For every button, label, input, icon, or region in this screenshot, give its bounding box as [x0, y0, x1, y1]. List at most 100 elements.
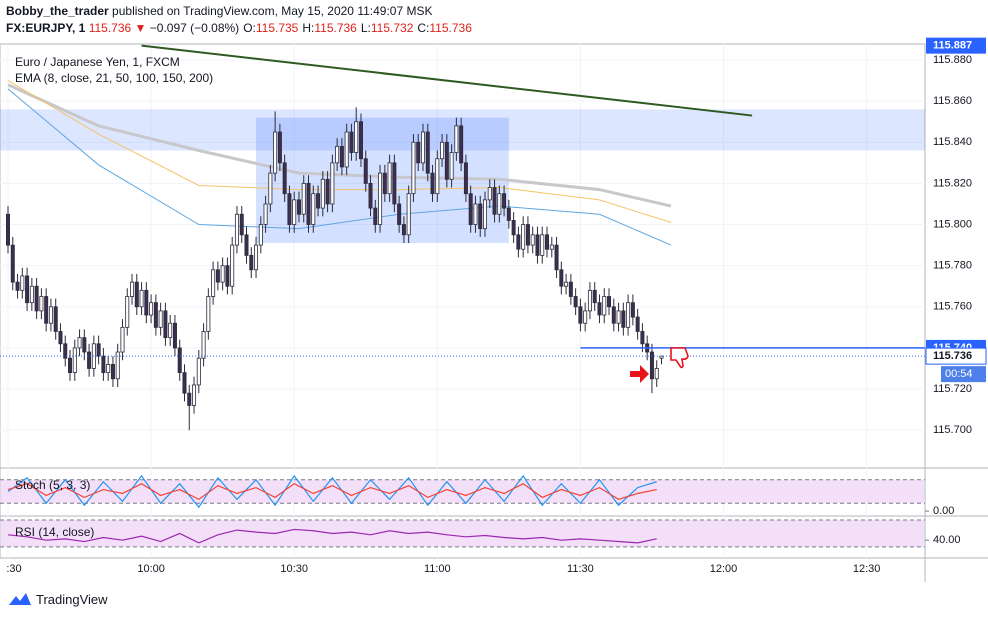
candle-body [349, 131, 354, 153]
candle-body [425, 131, 430, 174]
candle-body [177, 347, 182, 373]
y-tick-label: 115.820 [933, 177, 972, 189]
candle-body [659, 355, 664, 359]
candle-body [325, 178, 330, 205]
candle-body [506, 207, 511, 221]
candle-body [630, 302, 635, 318]
candle-body [316, 193, 321, 209]
candle-body [397, 203, 402, 225]
candle-body [468, 193, 473, 225]
candle-body [497, 193, 502, 215]
quote-label: O: [243, 21, 256, 35]
candle-body [82, 337, 87, 353]
stoch-title: Stoch (5, 3, 3) [15, 478, 90, 492]
y-tick-label: 115.880 [933, 54, 972, 66]
candle-body [120, 326, 125, 353]
candle-body [373, 207, 378, 225]
candle-body [535, 234, 540, 256]
candle-body [296, 199, 301, 215]
candle-body [654, 368, 659, 380]
candle-body [29, 285, 34, 304]
x-tick-label: 12:30 [853, 563, 881, 575]
candle-body [234, 213, 239, 246]
trendline [141, 44, 753, 117]
candle-body [554, 244, 559, 271]
candle-body [354, 121, 359, 153]
rsi-title: RSI (14, close) [15, 525, 94, 539]
candle-body [492, 187, 497, 215]
candle-body [607, 296, 612, 308]
candle-body [58, 331, 63, 345]
candle-body [106, 363, 111, 373]
candle-body [306, 183, 311, 225]
x-tick-label: 12:00 [710, 563, 738, 575]
candle-body [258, 224, 263, 246]
x-tick-label: 11:00 [424, 563, 451, 575]
candle-body [473, 203, 478, 225]
candle-body [172, 322, 177, 349]
countdown: 00:54 [945, 368, 973, 380]
price-label: 115.736 [933, 350, 972, 362]
y-tick-label: 115.700 [933, 424, 972, 436]
candle-body [192, 384, 197, 406]
y-tick-label: 0.00 [933, 505, 954, 517]
candle-body [411, 141, 416, 195]
candle-body [254, 244, 259, 271]
candle-body [311, 193, 316, 225]
candle-body [487, 187, 492, 201]
candle-body [153, 302, 158, 328]
candle-body [420, 131, 425, 164]
candle-body [482, 199, 487, 230]
candle-body [182, 372, 187, 394]
oscillator-band [1, 479, 924, 504]
candle-body [201, 331, 206, 359]
candle-body [611, 306, 616, 324]
ema-line [7, 80, 672, 223]
x-tick-label: 11:30 [567, 563, 594, 575]
candle-body [573, 296, 578, 308]
candle-body [158, 310, 163, 328]
candle-body [444, 141, 449, 180]
candle-body [63, 343, 68, 359]
candle-body [521, 224, 526, 250]
ema-line [7, 83, 672, 208]
x-tick-label: :30 [6, 563, 21, 575]
quote-value: 115.736 [429, 21, 472, 35]
candle-body [459, 125, 464, 164]
candle-body [268, 172, 273, 205]
candle-body [378, 172, 383, 225]
candle-body [635, 316, 640, 332]
countdown-box [941, 366, 986, 383]
price-label-box [926, 37, 986, 54]
brand: TradingView [36, 591, 108, 607]
candle-body [239, 213, 244, 236]
candle-body [525, 224, 530, 246]
candle-body [387, 162, 392, 195]
candle-body [549, 244, 554, 250]
candle-body [568, 281, 573, 297]
candle-body [597, 302, 602, 316]
thumbs-down-icon [670, 347, 689, 369]
candle-body [545, 234, 550, 250]
candle-body [449, 152, 454, 180]
series-title: Euro / Japanese Yen, 1, FXCM [15, 55, 180, 69]
candle-body [134, 281, 139, 308]
quote-value: 115.732 [370, 21, 414, 35]
candle-body [301, 183, 306, 215]
header: Bobby_the_trader published on TradingVie… [6, 3, 472, 37]
candle-body [368, 183, 373, 209]
candle-body [463, 162, 468, 195]
candle-body [6, 213, 11, 246]
candle-body [68, 357, 73, 373]
candle-body [249, 254, 254, 271]
candle-body [20, 275, 25, 291]
candle-body [435, 158, 440, 195]
candle-body [48, 306, 53, 324]
oscillator-line [7, 474, 657, 509]
oscillator-band [1, 520, 924, 547]
candle-body [287, 193, 292, 225]
candle-body [244, 234, 249, 256]
candle-body [211, 269, 216, 297]
